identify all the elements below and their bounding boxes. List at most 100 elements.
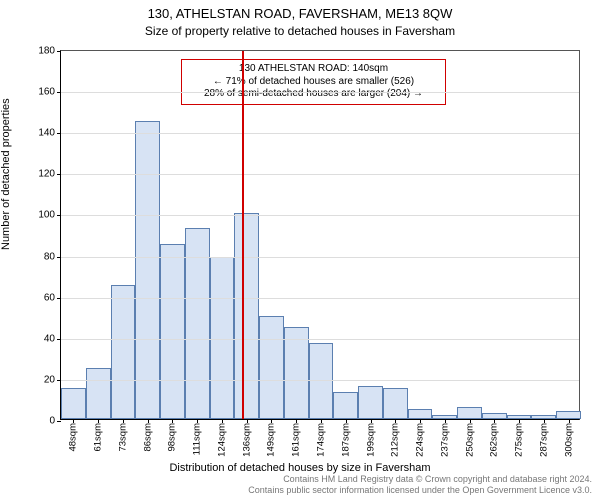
ytick-mark bbox=[57, 133, 61, 134]
xtick-label: 300sqm bbox=[563, 423, 574, 457]
xtick-label: 187sqm bbox=[340, 423, 351, 457]
bars-layer bbox=[61, 51, 579, 419]
xtick-label: 48sqm bbox=[68, 423, 79, 452]
x-axis-label: Distribution of detached houses by size … bbox=[0, 462, 600, 474]
xtick-mark bbox=[420, 419, 421, 423]
histogram-bar bbox=[284, 327, 309, 420]
xtick-label: 275sqm bbox=[514, 423, 525, 457]
gridline-h bbox=[61, 133, 579, 134]
xtick-label: 149sqm bbox=[266, 423, 277, 457]
xtick-label: 237sqm bbox=[439, 423, 450, 457]
plot-area: 130 ATHELSTAN ROAD: 140sqm← 71% of detac… bbox=[60, 50, 580, 420]
annotation-box: 130 ATHELSTAN ROAD: 140sqm← 71% of detac… bbox=[181, 59, 446, 105]
ytick-label: 0 bbox=[49, 416, 55, 427]
xtick-mark bbox=[148, 419, 149, 423]
xtick-label: 250sqm bbox=[464, 423, 475, 457]
xtick-mark bbox=[371, 419, 372, 423]
ytick-label: 60 bbox=[44, 292, 55, 303]
xtick-mark bbox=[247, 419, 248, 423]
histogram-bar bbox=[86, 368, 111, 419]
ytick-mark bbox=[57, 51, 61, 52]
histogram-bar bbox=[135, 121, 160, 419]
xtick-mark bbox=[98, 419, 99, 423]
ytick-mark bbox=[57, 421, 61, 422]
ytick-mark bbox=[57, 339, 61, 340]
xtick-mark bbox=[346, 419, 347, 423]
xtick-label: 73sqm bbox=[117, 423, 128, 452]
chart-title-line2: Size of property relative to detached ho… bbox=[0, 24, 600, 38]
gridline-h bbox=[61, 215, 579, 216]
chart-title-line1: 130, ATHELSTAN ROAD, FAVERSHAM, ME13 8QW bbox=[0, 6, 600, 21]
gridline-h bbox=[61, 339, 579, 340]
ytick-label: 80 bbox=[44, 251, 55, 262]
xtick-mark bbox=[494, 419, 495, 423]
xtick-label: 98sqm bbox=[167, 423, 178, 452]
histogram-bar bbox=[556, 411, 581, 419]
histogram-bar bbox=[383, 388, 408, 419]
xtick-mark bbox=[73, 419, 74, 423]
histogram-bar bbox=[309, 343, 334, 419]
xtick-mark bbox=[519, 419, 520, 423]
xtick-mark bbox=[395, 419, 396, 423]
ytick-label: 100 bbox=[38, 210, 55, 221]
annotation-line: 130 ATHELSTAN ROAD: 140sqm bbox=[188, 63, 439, 76]
ytick-label: 20 bbox=[44, 374, 55, 385]
xtick-label: 224sqm bbox=[415, 423, 426, 457]
xtick-label: 161sqm bbox=[291, 423, 302, 457]
xtick-label: 287sqm bbox=[538, 423, 549, 457]
histogram-bar bbox=[111, 285, 136, 419]
histogram-bar bbox=[61, 388, 86, 419]
xtick-mark bbox=[197, 419, 198, 423]
histogram-bar bbox=[333, 392, 358, 419]
gridline-h bbox=[61, 298, 579, 299]
xtick-label: 86sqm bbox=[142, 423, 153, 452]
ytick-label: 120 bbox=[38, 169, 55, 180]
xtick-mark bbox=[271, 419, 272, 423]
ytick-mark bbox=[57, 380, 61, 381]
footer-attribution: Contains HM Land Registry data © Crown c… bbox=[248, 474, 592, 496]
xtick-label: 212sqm bbox=[390, 423, 401, 457]
xtick-label: 262sqm bbox=[489, 423, 500, 457]
gridline-h bbox=[61, 92, 579, 93]
xtick-mark bbox=[470, 419, 471, 423]
xtick-mark bbox=[172, 419, 173, 423]
ytick-label: 40 bbox=[44, 333, 55, 344]
annotation-line: ← 71% of detached houses are smaller (52… bbox=[188, 76, 439, 89]
xtick-label: 61sqm bbox=[93, 423, 104, 452]
histogram-bar bbox=[457, 407, 482, 419]
histogram-bar bbox=[259, 316, 284, 419]
histogram-bar bbox=[408, 409, 433, 419]
chart-container: 130, ATHELSTAN ROAD, FAVERSHAM, ME13 8QW… bbox=[0, 0, 600, 500]
xtick-mark bbox=[569, 419, 570, 423]
ytick-mark bbox=[57, 298, 61, 299]
footer-line1: Contains HM Land Registry data © Crown c… bbox=[248, 474, 592, 485]
ytick-label: 140 bbox=[38, 128, 55, 139]
gridline-h bbox=[61, 257, 579, 258]
ytick-mark bbox=[57, 174, 61, 175]
annotation-line: 28% of semi-detached houses are larger (… bbox=[188, 88, 439, 101]
gridline-h bbox=[61, 380, 579, 381]
xtick-mark bbox=[123, 419, 124, 423]
ytick-mark bbox=[57, 92, 61, 93]
marker-vline bbox=[242, 51, 244, 419]
xtick-mark bbox=[222, 419, 223, 423]
xtick-label: 124sqm bbox=[216, 423, 227, 457]
xtick-mark bbox=[321, 419, 322, 423]
histogram-bar bbox=[160, 244, 185, 419]
ytick-label: 180 bbox=[38, 46, 55, 57]
xtick-label: 111sqm bbox=[192, 423, 203, 455]
xtick-label: 199sqm bbox=[365, 423, 376, 457]
xtick-mark bbox=[544, 419, 545, 423]
y-axis-label: Number of detached properties bbox=[0, 98, 12, 250]
ytick-label: 160 bbox=[38, 87, 55, 98]
xtick-mark bbox=[445, 419, 446, 423]
xtick-label: 136sqm bbox=[241, 423, 252, 457]
histogram-bar bbox=[234, 213, 259, 419]
xtick-label: 174sqm bbox=[316, 423, 327, 457]
ytick-mark bbox=[57, 215, 61, 216]
footer-line2: Contains public sector information licen… bbox=[248, 485, 592, 496]
gridline-h bbox=[61, 174, 579, 175]
ytick-mark bbox=[57, 257, 61, 258]
histogram-bar bbox=[358, 386, 383, 419]
xtick-mark bbox=[296, 419, 297, 423]
